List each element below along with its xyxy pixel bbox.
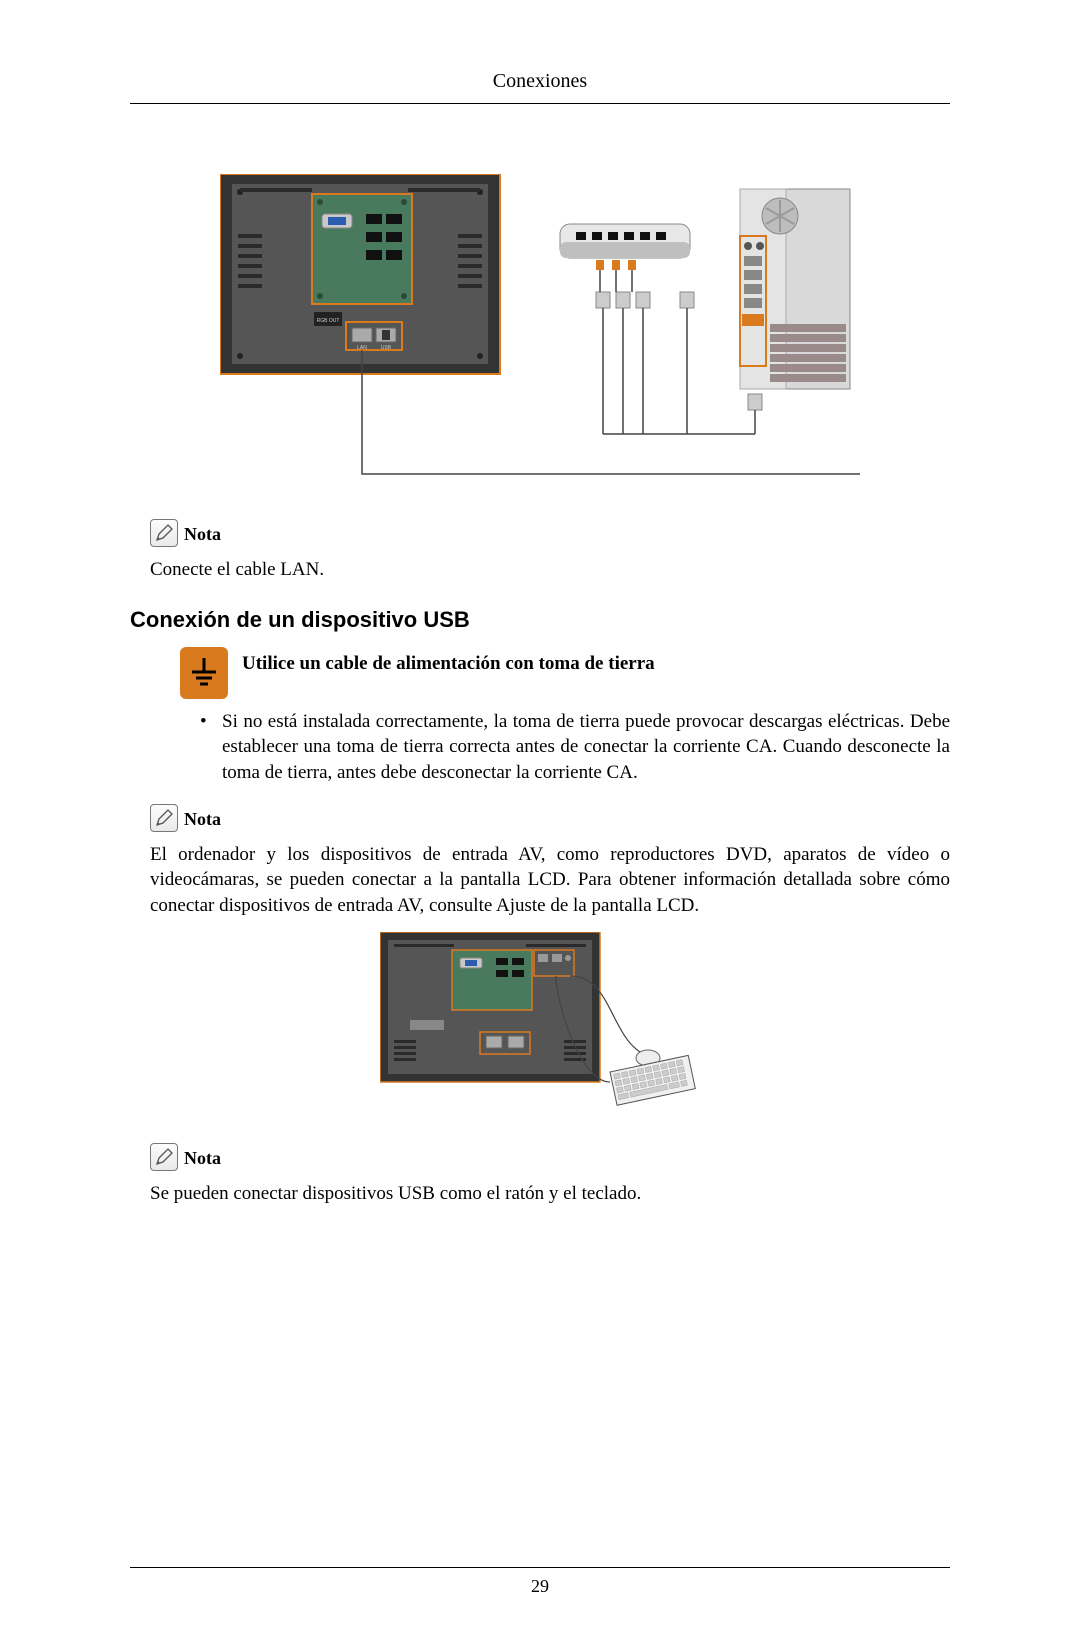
ground-title: Utilice un cable de alimentación con tom… [242, 647, 655, 675]
svg-text:RGB OUT: RGB OUT [317, 318, 340, 324]
note-label-1: Nota [184, 524, 221, 547]
ground-icon [180, 647, 228, 699]
note-label-3: Nota [184, 1148, 221, 1171]
header-rule [130, 103, 950, 104]
note-block-3: Nota [150, 1143, 950, 1171]
section-usb-heading: Conexión de un dispositivo USB [130, 607, 950, 633]
note-block-2: Nota [150, 804, 950, 832]
note-3-body: Se pueden conectar dispositivos USB como… [150, 1181, 950, 1207]
ground-warning-row: Utilice un cable de alimentación con tom… [180, 647, 950, 699]
page-header: Conexiones [130, 70, 950, 103]
pencil-icon [150, 1143, 178, 1171]
note-label-2: Nota [184, 809, 221, 832]
usb-connection-diagram [130, 932, 950, 1127]
pencil-icon [150, 519, 178, 547]
note-block-1: Nota [150, 519, 950, 547]
lan-connection-diagram: RGB OUT LAN USB [130, 174, 950, 489]
note-1-body: Conecte el cable LAN. [150, 557, 950, 583]
svg-text:USB: USB [381, 345, 392, 351]
pencil-icon [150, 804, 178, 832]
page-number: 29 [130, 1576, 950, 1597]
note-2-body: El ordenador y los dispositivos de entra… [150, 842, 950, 919]
footer-rule [130, 1567, 950, 1568]
ground-body: Si no está instalada correctamente, la t… [222, 709, 950, 786]
